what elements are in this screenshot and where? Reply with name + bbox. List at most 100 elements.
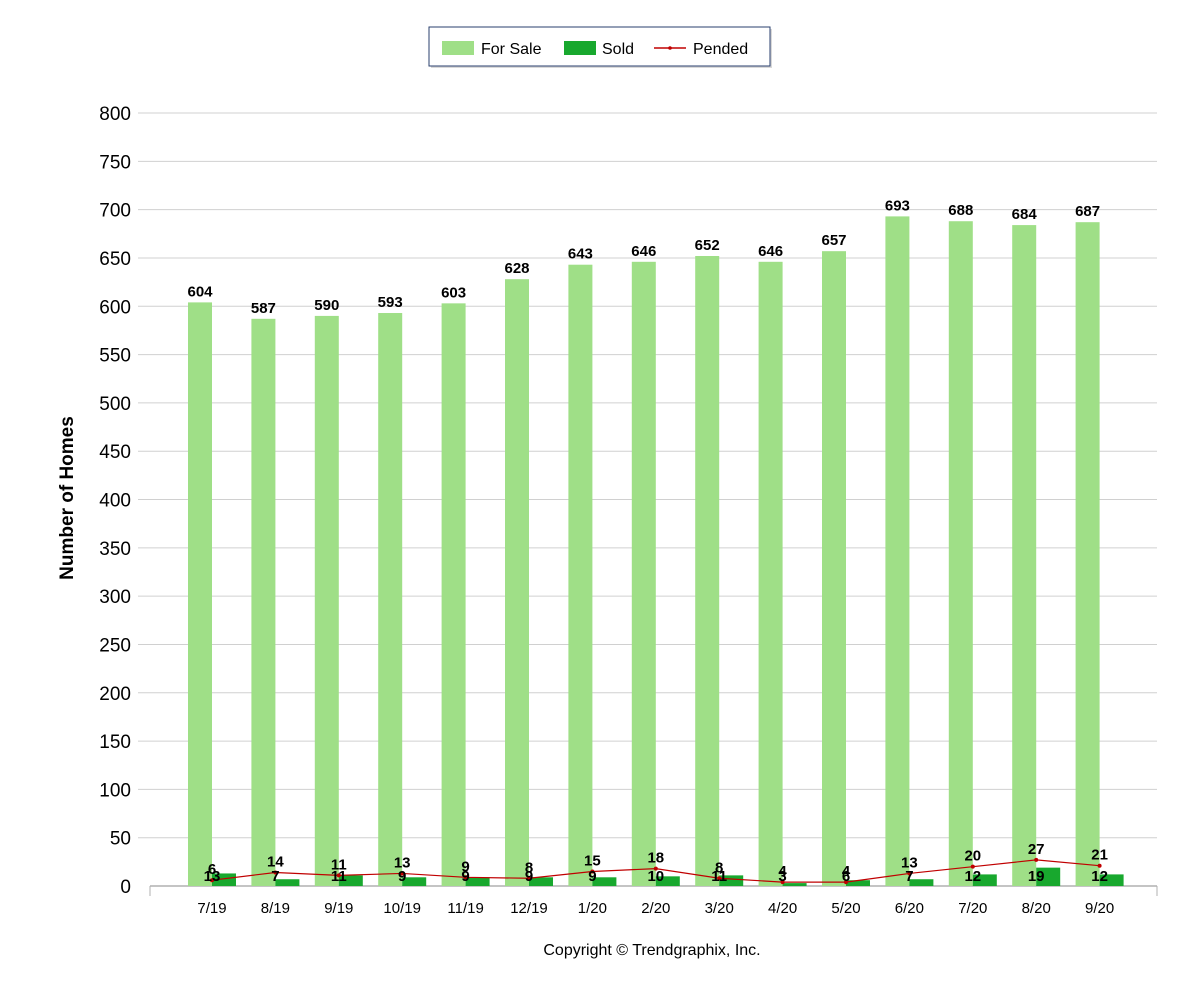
legend-label-pended: Pended	[693, 41, 748, 58]
pended-point	[463, 875, 468, 880]
data-label-pended: 4	[778, 863, 787, 880]
x-tick-label: 7/19	[197, 900, 226, 917]
data-label-sold: 9	[525, 868, 533, 885]
data-label-for-sale: 646	[631, 243, 656, 260]
x-tick-label: 7/20	[958, 900, 987, 917]
copyright-text: Copyright © Trendgraphix, Inc.	[543, 942, 760, 959]
data-label-sold: 7	[905, 868, 913, 885]
x-tick-label: 3/20	[705, 900, 734, 917]
data-label-for-sale: 628	[504, 260, 529, 277]
data-label-pended: 20	[964, 848, 981, 865]
data-label-sold: 9	[461, 868, 469, 885]
x-tick-label: 9/20	[1085, 900, 1114, 917]
data-label-for-sale: 604	[187, 283, 213, 300]
data-label-pended: 15	[584, 853, 601, 870]
x-tick-label: 12/19	[510, 900, 548, 917]
data-label-sold: 12	[1091, 868, 1108, 885]
bar-sold	[529, 877, 553, 886]
bar-sold	[846, 880, 870, 886]
bar-for-sale	[695, 256, 720, 886]
data-label-pended: 8	[525, 859, 533, 876]
axes: 0 50 100 150 200 250 300 350 400 450 500 550 600 650 7…	[99, 104, 1158, 917]
pended-point	[1034, 857, 1039, 862]
pended-point	[527, 876, 531, 881]
data-label-for-sale: 587	[251, 300, 276, 317]
pended-point	[780, 880, 785, 885]
bar-for-sale	[314, 315, 339, 887]
bar-sold	[402, 877, 427, 886]
bar-sold	[909, 879, 934, 886]
x-tick-label: 6/20	[895, 900, 924, 917]
bar-sold	[212, 873, 236, 886]
data-label-pended: 4	[842, 863, 851, 880]
legend-box	[428, 26, 771, 67]
data-label-for-sale: 657	[821, 232, 846, 249]
data-label-pended: 11	[331, 856, 347, 873]
data-label-pended: 6	[208, 861, 216, 878]
y-tick-label: 750	[99, 152, 131, 173]
y-tick-label: 200	[99, 684, 131, 705]
pended-point	[210, 878, 214, 883]
data-label-pended: 21	[1091, 847, 1108, 864]
bar-for-sale	[948, 221, 973, 887]
data-label-for-sale: 593	[378, 294, 403, 311]
data-label-pended: 9	[461, 858, 469, 875]
data-label-sold: 19	[1028, 868, 1045, 885]
legend-label-for-sale: For Sale	[481, 41, 542, 58]
pended-point	[590, 869, 595, 874]
x-tick-label: 8/19	[261, 900, 290, 917]
pended-point	[907, 871, 912, 876]
bar-sold	[972, 874, 997, 886]
y-tick-label: 700	[99, 201, 131, 222]
pended-point	[970, 864, 975, 869]
data-label-for-sale: 652	[695, 237, 720, 254]
bar-sold	[719, 875, 744, 886]
x-tick-label: 1/20	[578, 900, 607, 917]
bar-for-sale	[251, 318, 276, 886]
y-tick-label: 250	[99, 635, 131, 656]
bar-sold	[338, 875, 363, 886]
data-label-sold: 13	[204, 868, 221, 885]
bar-for-sale	[505, 279, 529, 886]
bar-sold	[465, 877, 490, 886]
pended-point	[273, 870, 278, 875]
data-label-sold: 11	[331, 868, 347, 885]
pended-point	[653, 866, 658, 871]
bar-sold	[1099, 874, 1124, 886]
bar-for-sale	[885, 216, 910, 887]
bars	[188, 216, 1124, 887]
bar-for-sale	[1075, 222, 1100, 886]
data-label-sold: 9	[588, 868, 596, 885]
bar-sold	[655, 876, 680, 886]
data-label-pended: 27	[1028, 841, 1045, 858]
data-label-sold: 6	[842, 868, 850, 885]
y-tick-label: 500	[99, 394, 131, 415]
bar-for-sale	[441, 303, 466, 886]
legend-label-sold: Sold	[602, 41, 634, 58]
y-tick-label: 150	[99, 732, 131, 753]
y-tick-label: 100	[99, 780, 131, 801]
y-tick-label: 450	[99, 442, 131, 463]
bar-for-sale	[378, 313, 403, 886]
y-tick-label: 650	[99, 249, 131, 270]
y-tick-label: 0	[120, 877, 131, 898]
bar-for-sale	[188, 302, 212, 886]
bar-for-sale	[822, 251, 846, 886]
legend-swatch-sold	[564, 41, 596, 55]
data-label-pended: 13	[394, 854, 411, 871]
x-tick-label: 4/20	[768, 900, 797, 917]
data-label-sold: 7	[271, 868, 279, 885]
x-tick-label: 8/20	[1022, 900, 1051, 917]
legend: For Sale Sold Pended	[428, 26, 772, 68]
data-label-for-sale: 646	[758, 243, 783, 260]
x-tick-label: 9/19	[324, 900, 353, 917]
data-label-for-sale: 684	[1012, 206, 1038, 223]
legend-swatch-for-sale	[442, 41, 474, 55]
y-tick-label: 600	[99, 297, 131, 318]
bar-sold	[592, 877, 617, 886]
data-label-for-sale: 693	[885, 197, 910, 214]
pended-point	[1097, 863, 1102, 868]
bar-for-sale	[758, 261, 783, 886]
